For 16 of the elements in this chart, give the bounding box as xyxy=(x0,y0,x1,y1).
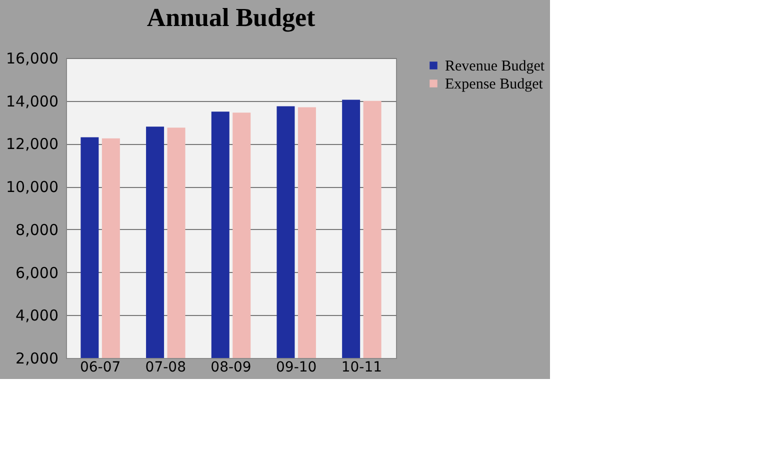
legend-label: Expense Budget xyxy=(445,76,544,92)
legend-label: Revenue Budget xyxy=(445,58,546,74)
y-tick-label: 4,000 xyxy=(16,306,58,325)
y-tick-label: 12,000 xyxy=(6,135,58,154)
y-tick-label: 10,000 xyxy=(6,178,58,196)
x-tick-label: 09-10 xyxy=(276,360,317,376)
y-tick-label: 8,000 xyxy=(16,220,58,239)
chart-title: Annual Budget xyxy=(146,3,316,32)
y-tick-label: 2,000 xyxy=(16,350,58,368)
y-tick-label: 16,000 xyxy=(6,50,58,68)
x-tick-label: 06-07 xyxy=(80,360,121,376)
x-tick-label: 07-08 xyxy=(145,360,186,376)
x-tick-label: 08-09 xyxy=(210,360,252,376)
x-tick-label: 10-11 xyxy=(341,360,382,376)
y-tick-label: 6,000 xyxy=(16,264,58,282)
y-tick-label: 14,000 xyxy=(6,92,58,110)
